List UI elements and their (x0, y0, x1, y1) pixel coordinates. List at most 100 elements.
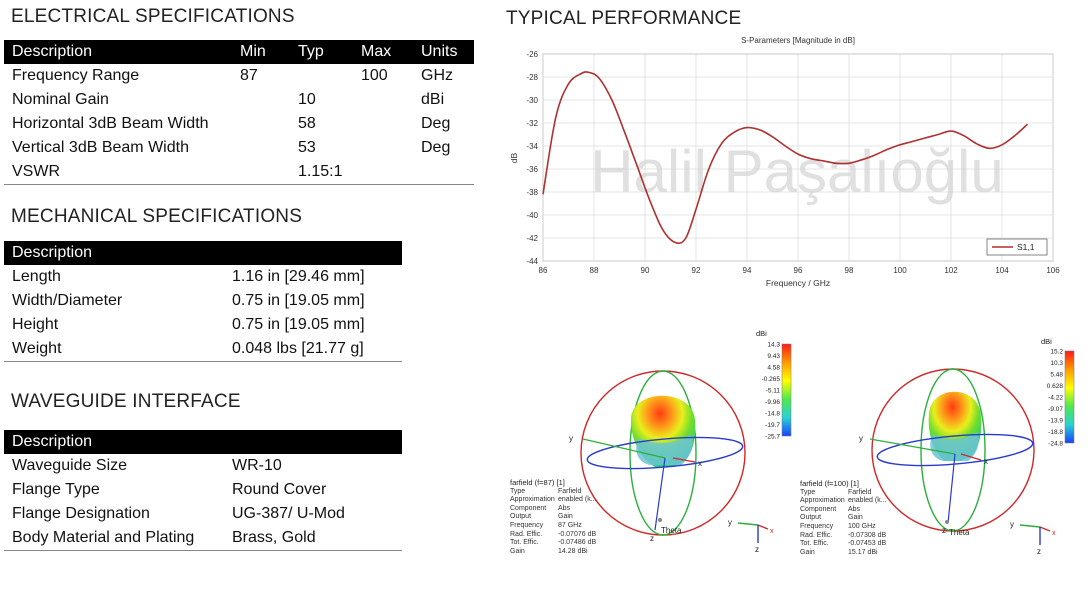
colorbar-tick-label: 4.58 (767, 365, 780, 372)
electrical-specs-table: Description Min Typ Max Units Frequency Rang… (4, 40, 474, 185)
z-axis-line (947, 453, 956, 524)
farfield-info-row: Tot. Effic. -0.07453 dB (800, 540, 887, 548)
farfield-info-row: Tot. Effic. -0.07486 dB (510, 539, 597, 547)
x-tick-label: 102 (944, 266, 958, 275)
svg-text:x: x (1052, 530, 1056, 537)
farfield-info-row: Rad. Effic. -0.07308 dB (800, 531, 887, 539)
table-cell (290, 64, 353, 88)
orientation-axes: y x z (1010, 520, 1056, 556)
table-cell: 0.048 lbs [21.77 g] (224, 337, 402, 362)
waveguide-interface-table: Description Waveguide Size WR-10 Flange Ty… (4, 430, 402, 551)
farfield-info-row: Frequency 100 GHz (800, 522, 876, 530)
watermark: Halil Paşalıoğlu (590, 138, 1004, 205)
orientation-axes: y x z (728, 518, 774, 554)
colorbar-tick-label: 9.43 (767, 353, 780, 360)
legend-box (986, 238, 1048, 256)
table-cell: 1.16 in [29.46 mm] (232, 268, 365, 285)
z-axis-line (654, 457, 666, 531)
farfield-info-title: farfield (f=87) [1] (510, 478, 565, 487)
table-cell: 0.75 in [19.05 mm] (232, 316, 365, 333)
x-tick-label: 106 (1046, 266, 1060, 275)
table-cell: VSWR (4, 160, 232, 185)
table-cell (353, 88, 413, 112)
farfield-info-row: Approximation enabled (k... (510, 496, 597, 504)
electrical-header-2: Typ (290, 40, 353, 64)
azimuth-circle (876, 433, 1034, 467)
y-axis-label: dB (509, 152, 519, 163)
y-tick-label: -40 (526, 211, 538, 220)
farfield-info-row: Component Abs (510, 504, 571, 512)
table-cell (232, 136, 290, 160)
table-cell: 87 (240, 67, 258, 84)
table-row: Nominal Gain 10 dBi (4, 88, 474, 112)
radiation-pattern-back-lobe (636, 434, 693, 465)
y-axis-line (582, 438, 666, 459)
y-axis-line (869, 438, 956, 455)
electrical-header-4: Units (413, 40, 474, 64)
z-axis-label: z (942, 526, 946, 535)
table-row: Weight 0.048 lbs [21.77 g] (4, 337, 402, 362)
table-cell: dBi (421, 91, 445, 108)
radiation-pattern-back-lobe (930, 432, 979, 461)
y-tick-label: -38 (526, 188, 538, 197)
series-s11-line (542, 71, 1029, 245)
x-tick-label: 98 (845, 266, 854, 275)
colorbar-ticks: 14.3 9.43 4.58 -0.265 -5.11 -9.96 -14.8 -19.7 -2… (762, 342, 781, 441)
colorbar-tick-label: -24.8 (1048, 441, 1063, 448)
x-tick-label: 86 (539, 266, 548, 275)
table-row: Vertical 3dB Beam Width 53 Deg (4, 136, 474, 160)
s-parameter-chart: S-Parameters [Magnitude in dB] 86 88 90 92 9… (509, 36, 1060, 288)
table-row: Body Material and Plating Brass, Gold (4, 526, 402, 551)
colorbar-title: dBi (1041, 337, 1052, 346)
phi-circle-green (629, 370, 697, 536)
x-axis-line (672, 457, 696, 463)
table-cell (413, 160, 474, 185)
colorbar-title: dBi (756, 330, 767, 338)
table-row: Height 0.75 in [19.05 mm] (4, 313, 402, 337)
theta-label: Theta (949, 528, 970, 537)
table-cell: Deg (421, 115, 451, 132)
table-cell: Round Cover (232, 481, 327, 498)
chart-ticks: 86 88 90 92 94 96 98 100 102 104 106 -26 -28 -30 -32 -3… (526, 50, 1060, 275)
y-tick-label: -28 (526, 73, 538, 82)
table-row: Flange Type Round Cover (4, 478, 402, 502)
table-cell: Waveguide Size (12, 457, 128, 474)
table-cell (353, 160, 413, 185)
colorbar (781, 343, 792, 437)
table-cell: Frequency Range (12, 67, 140, 84)
table-cell: Flange Designation (12, 505, 150, 522)
electrical-header-1: Min (232, 40, 290, 64)
x-tick-label: 88 (590, 266, 599, 275)
table-cell: Flange Type (12, 481, 100, 498)
farfield-info-row: Component Abs (800, 505, 861, 513)
table-cell: Weight (4, 337, 224, 362)
azimuth-circle (586, 436, 744, 470)
farfield-info-title: farfield (f=100) [1] (800, 479, 859, 488)
colorbar-tick-label: -13.9 (1048, 418, 1063, 425)
svg-text:z: z (755, 545, 759, 554)
electrical-specs-title: ELECTRICAL SPECIFICATIONS (11, 6, 295, 27)
colorbar-tick-label: 14.3 (767, 342, 780, 349)
theta-marker (658, 518, 662, 522)
farfield-info-row: Gain 15.17 dBi (800, 548, 878, 556)
table-cell: Horizontal 3dB Beam Width (12, 115, 209, 132)
svg-text:y: y (1010, 520, 1014, 529)
x-tick-label: 94 (743, 266, 752, 275)
mechanical-specs-title: MECHANICAL SPECIFICATIONS (11, 206, 303, 227)
farfield-info-100ghz: farfield (f=100) [1] Type Farfield Approxim… (800, 479, 887, 557)
colorbar-tick-label: -9.07 (1048, 406, 1063, 413)
table-row: Waveguide Size WR-10 (4, 454, 402, 478)
farfield-info-row: Output Gain (800, 514, 863, 522)
y-tick-label: -36 (526, 165, 538, 174)
colorbar-tick-label: -19.7 (765, 422, 780, 429)
x-axis-label: Frequency / GHz (766, 278, 830, 288)
colorbar-tick-label: 10.3 (1050, 360, 1063, 367)
table-cell (232, 160, 290, 185)
y-axis-label: y (569, 434, 573, 443)
table-row: Horizontal 3dB Beam Width 58 Deg (4, 112, 474, 136)
typical-performance-title: TYPICAL PERFORMANCE (506, 8, 742, 29)
phi-circle-green (920, 368, 986, 532)
mechanical-specs-table: Description Length 1.16 in [29.46 mm] Widt… (4, 241, 402, 362)
table-cell: Length (12, 268, 61, 285)
farfield-info-row: Output Gain (510, 513, 573, 521)
